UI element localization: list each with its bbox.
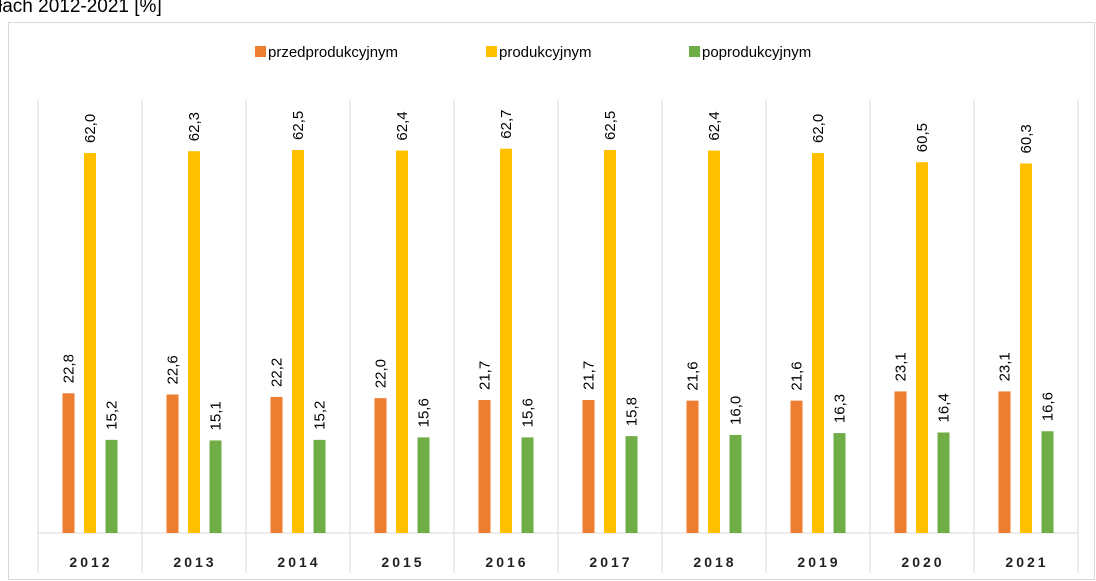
data-label: 62,0 <box>82 114 99 143</box>
bar <box>812 153 824 533</box>
x-tick-label: 2017 <box>589 554 632 570</box>
bar <box>625 436 638 533</box>
bar <box>500 148 512 533</box>
x-tick-label: 2014 <box>277 554 320 570</box>
legend-swatch <box>689 46 700 57</box>
bar <box>166 394 179 533</box>
data-label: 16,0 <box>728 396 745 425</box>
bar <box>708 150 720 533</box>
data-label: 22,2 <box>269 358 286 387</box>
data-label: 21,6 <box>789 361 806 390</box>
bar <box>686 400 699 533</box>
data-label: 15,2 <box>312 401 329 430</box>
bar <box>374 398 387 533</box>
bar <box>396 150 408 533</box>
data-label: 15,8 <box>624 397 641 426</box>
data-label: 21,7 <box>477 361 494 390</box>
data-label: 15,1 <box>208 401 225 430</box>
data-label: 16,3 <box>832 394 849 423</box>
data-label: 62,4 <box>706 111 723 140</box>
bar <box>270 396 283 533</box>
data-label: 15,6 <box>520 398 537 427</box>
data-label: 22,8 <box>61 354 78 383</box>
data-label: 62,7 <box>498 110 515 139</box>
bar <box>833 433 846 533</box>
bar <box>729 434 742 533</box>
x-tick-label: 2018 <box>693 554 736 570</box>
x-tick-label: 2013 <box>173 554 216 570</box>
x-tick-label: 2015 <box>381 554 424 570</box>
bar <box>105 439 118 533</box>
bar <box>790 400 803 533</box>
data-label: 16,4 <box>936 393 953 422</box>
bar <box>84 153 96 533</box>
chart-title: łach 2012-2021 [%] <box>0 0 162 17</box>
legend-swatch <box>486 46 497 57</box>
x-tick-label: 2021 <box>1005 554 1048 570</box>
bar <box>1041 431 1054 533</box>
bar <box>62 393 75 533</box>
bar <box>998 391 1011 533</box>
bar <box>916 162 928 533</box>
bar <box>937 432 950 533</box>
bar <box>313 439 326 533</box>
legend-label: poprodukcyjnym <box>702 44 811 61</box>
bar <box>604 149 616 533</box>
bar <box>292 149 304 533</box>
x-tick-label: 2012 <box>69 554 112 570</box>
data-label: 62,3 <box>186 112 203 141</box>
chart-frame <box>8 22 1095 580</box>
bar <box>478 400 491 533</box>
data-label: 62,5 <box>602 111 619 140</box>
legend-swatch <box>255 46 266 57</box>
bar <box>582 400 595 533</box>
legend-label: produkcyjnym <box>499 44 592 61</box>
data-label: 21,7 <box>581 361 598 390</box>
legend-label: przedprodukcyjnym <box>268 44 398 61</box>
bar <box>417 437 430 533</box>
bar <box>894 391 907 533</box>
data-label: 23,1 <box>997 352 1014 381</box>
bar <box>209 440 222 533</box>
x-tick-label: 2019 <box>797 554 840 570</box>
x-tick-label: 2016 <box>485 554 528 570</box>
bar <box>521 437 534 533</box>
x-tick-label: 2020 <box>901 554 944 570</box>
bar <box>188 151 200 533</box>
data-label: 22,6 <box>165 355 182 384</box>
data-label: 15,6 <box>416 398 433 427</box>
data-label: 60,3 <box>1018 124 1035 153</box>
data-label: 62,0 <box>810 114 827 143</box>
data-label: 22,0 <box>373 359 390 388</box>
data-label: 23,1 <box>893 352 910 381</box>
bar <box>1020 163 1032 533</box>
data-label: 62,4 <box>394 111 411 140</box>
data-label: 16,6 <box>1040 392 1057 421</box>
data-label: 62,5 <box>290 111 307 140</box>
data-label: 15,2 <box>104 401 121 430</box>
data-label: 60,5 <box>914 123 931 152</box>
data-label: 21,6 <box>685 361 702 390</box>
